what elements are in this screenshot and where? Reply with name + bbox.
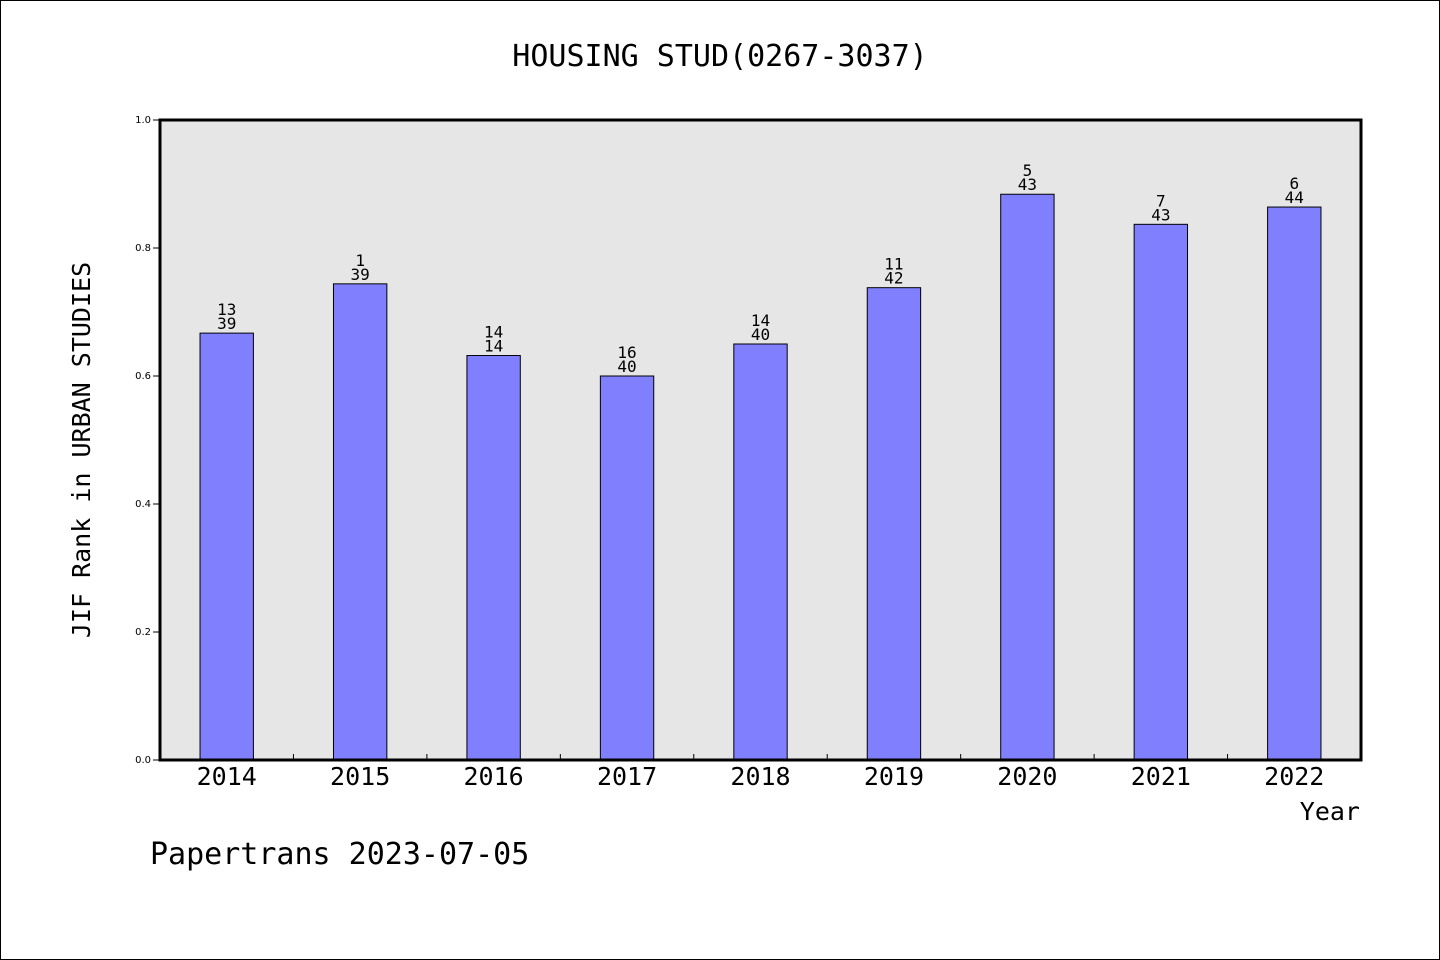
x-axis-title: Year: [1300, 797, 1360, 826]
bar-2014: [199, 332, 254, 761]
y-axis-title: JIF Rank in URBAN STUDIES: [67, 262, 96, 638]
footer-stamp: Papertrans 2023-07-05: [150, 837, 529, 872]
x-tick-label: 2015: [330, 762, 390, 791]
bar-rank-label: 16: [617, 343, 636, 362]
bar-rank-label: 6: [1289, 174, 1299, 193]
bar-rank-label: 5: [1023, 161, 1033, 180]
bar-rank-label: 1: [355, 251, 365, 270]
bar-total-label: 39: [217, 314, 236, 333]
y-axis: 0.0 0.2 0.4 0.6 0.8 1.0: [135, 115, 160, 766]
x-axis: 2014 2015 2016 2017 2018 2019 2020 2021 2022: [197, 754, 1324, 791]
bar-rank-label: 14: [484, 323, 503, 342]
bar-2019: [866, 287, 922, 761]
y-tick-label: 0.6: [135, 371, 151, 382]
bar-rank-label: 14: [751, 311, 770, 330]
bar-2022: [1267, 206, 1322, 761]
bar-2020: [1000, 193, 1055, 761]
bar-total-label: 44: [1285, 188, 1304, 207]
bar-rank-label: 13: [217, 300, 236, 319]
y-tick-label: 0.8: [135, 243, 151, 254]
x-tick-label: 2017: [597, 762, 657, 791]
bar-total-label: 43: [1151, 205, 1170, 224]
x-tick-label: 2021: [1131, 762, 1191, 791]
plot-border: [158, 118, 1363, 762]
x-tick-label: 2019: [864, 762, 924, 791]
x-tick-label: 2016: [464, 762, 524, 791]
bar-rank-label: 7: [1156, 191, 1166, 210]
x-tick-label: 2018: [730, 762, 790, 791]
bar-2016: [466, 355, 521, 761]
chart-title: HOUSING STUD(0267-3037): [512, 39, 927, 74]
y-tick-label: 0.2: [135, 627, 151, 638]
bar-total-label: 14: [484, 337, 503, 356]
bars-group: [199, 193, 1322, 761]
y-tick-label: 0.0: [135, 755, 151, 766]
bar-2021: [1133, 223, 1189, 761]
x-tick-label: 2020: [997, 762, 1057, 791]
bar-total-label: 39: [351, 265, 370, 284]
bar-total-label: 43: [1018, 175, 1037, 194]
bar-2017: [599, 375, 655, 761]
bar-total-label: 40: [751, 325, 770, 344]
bar-total-label: 40: [617, 357, 636, 376]
bar-2018: [733, 343, 788, 761]
x-tick-label: 2014: [197, 762, 257, 791]
x-tick-label: 2022: [1264, 762, 1324, 791]
bar-rank-label: 11: [884, 255, 903, 274]
y-tick-label: 0.4: [135, 499, 151, 510]
bar-2015: [332, 283, 388, 761]
y-tick-label: 1.0: [135, 115, 151, 126]
bar-total-label: 42: [884, 269, 903, 288]
